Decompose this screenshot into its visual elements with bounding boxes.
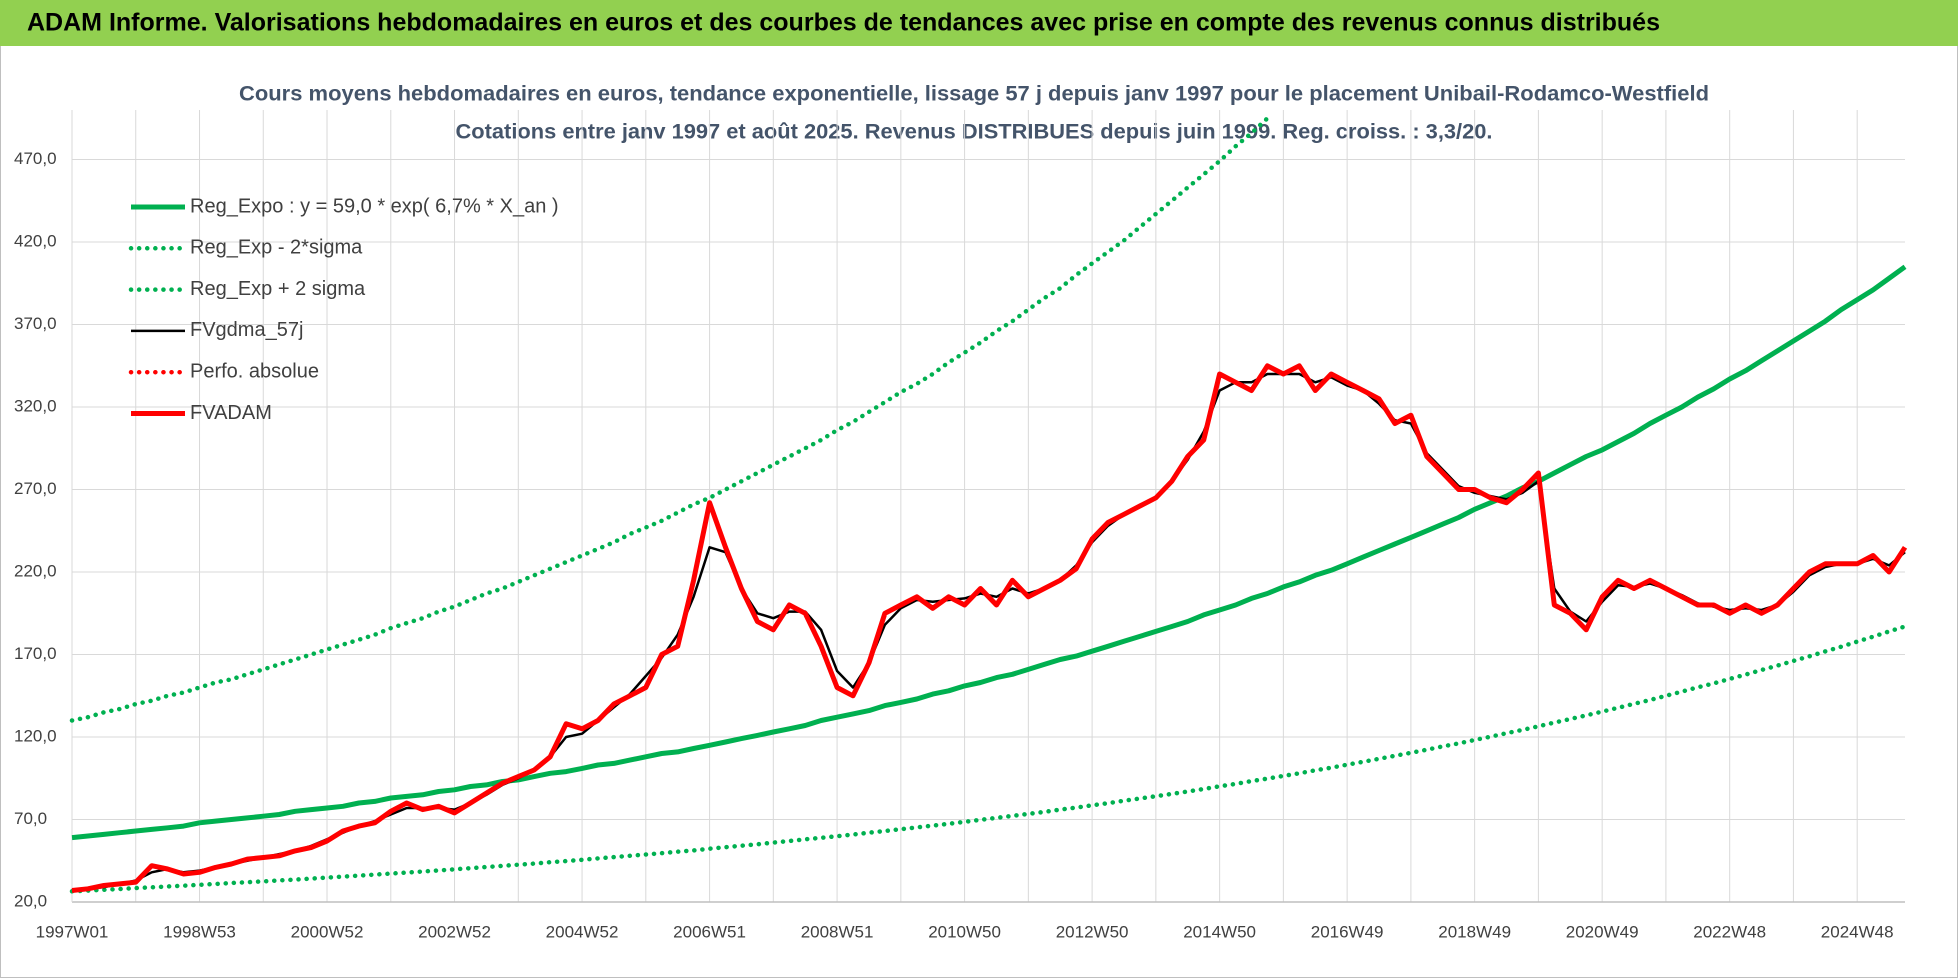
series-line <box>71 363 1908 893</box>
y-tick-label: 70,0 <box>14 809 47 828</box>
x-tick-label: 2014W50 <box>1183 922 1256 941</box>
x-tick-label: 2022W48 <box>1693 922 1766 941</box>
y-tick-label: 320,0 <box>14 396 57 415</box>
series-line <box>69 116 1270 723</box>
x-tick-label: 2018W49 <box>1438 922 1511 941</box>
chart-subtitle: Cotations entre janv 1997 et août 2025. … <box>456 121 1493 144</box>
legend-label: Perfo. absolue <box>190 360 319 382</box>
legend: Reg_Expo : y = 59,0 * exp( 6,7% * X_an )… <box>128 195 559 424</box>
y-tick-label: 270,0 <box>14 479 57 498</box>
y-tick-label: 20,0 <box>14 891 47 910</box>
x-tick-label: 2016W49 <box>1311 922 1384 941</box>
x-tick-label: 2004W52 <box>546 922 619 941</box>
x-tick-label: 2024W48 <box>1821 922 1894 941</box>
y-tick-label: 120,0 <box>14 726 57 745</box>
x-tick-label: 2006W51 <box>673 922 746 941</box>
x-tick-label: 2008W51 <box>801 922 874 941</box>
legend-label: FVgdma_57j <box>190 319 303 341</box>
legend-label: Reg_Exp + 2 sigma <box>190 278 366 300</box>
series-line <box>69 624 1908 894</box>
y-tick-label: 370,0 <box>14 314 57 333</box>
chart-subtitle: Cours moyens hebdomadaires en euros, ten… <box>239 83 1709 106</box>
x-tick-label: 1998W53 <box>163 922 236 941</box>
chart-title: ADAM Informe. Valorisations hebdomadaire… <box>27 9 1660 37</box>
x-tick-label: 2002W52 <box>418 922 491 941</box>
legend-label: Reg_Expo : y = 59,0 * exp( 6,7% * X_an ) <box>190 195 559 217</box>
legend-label: FVADAM <box>190 402 272 424</box>
y-tick-label: 170,0 <box>14 644 57 663</box>
x-tick-label: 2010W50 <box>928 922 1001 941</box>
y-tick-label: 420,0 <box>14 231 57 250</box>
y-tick-label: 470,0 <box>14 149 57 168</box>
x-tick-label: 1997W01 <box>36 922 109 941</box>
x-tick-label: 2020W49 <box>1566 922 1639 941</box>
legend-label: Reg_Exp - 2*sigma <box>190 237 363 259</box>
x-tick-label: 2012W50 <box>1056 922 1129 941</box>
x-tick-label: 2000W52 <box>291 922 364 941</box>
series-line <box>71 264 1907 841</box>
header-bar <box>0 0 1958 46</box>
y-tick-label: 220,0 <box>14 561 57 580</box>
grid: 20,0 70,0 120,0 170,0 220,0 270,0 320,0 370,0 42… <box>14 110 1905 941</box>
plot <box>69 116 1908 894</box>
